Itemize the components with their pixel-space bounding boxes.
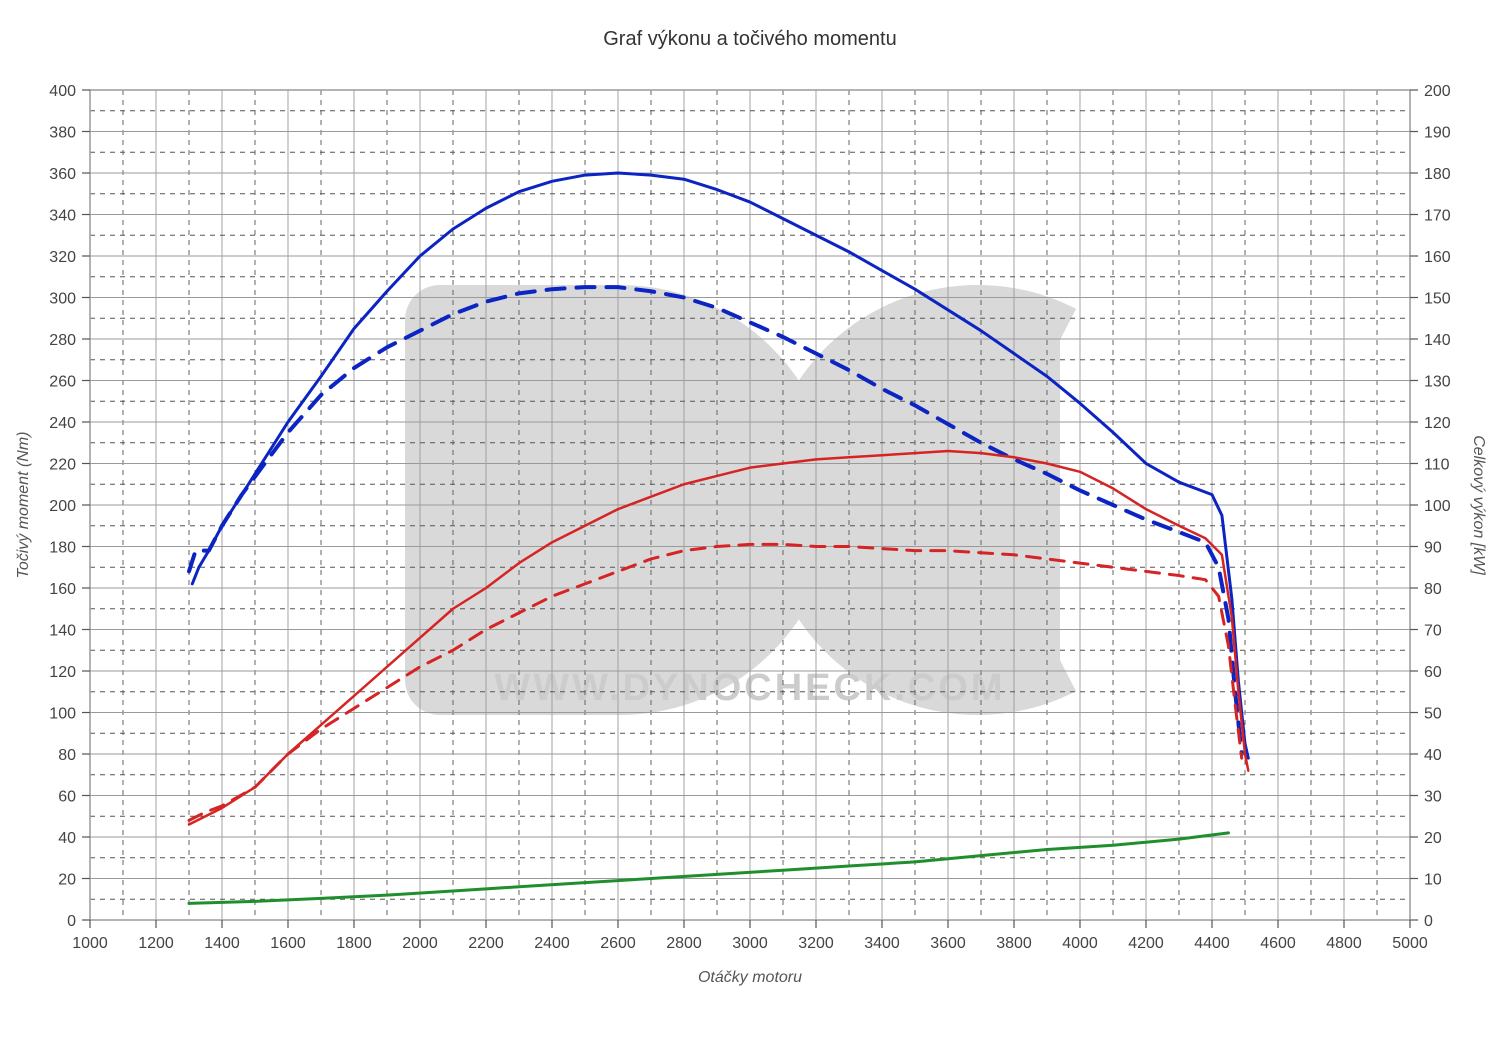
y-left-tick-label: 160 [49, 581, 76, 598]
y-right-tick-label: 170 [1424, 208, 1451, 225]
x-tick-label: 4600 [1260, 935, 1296, 952]
y-left-tick-label: 300 [49, 291, 76, 308]
y-left-tick-label: 0 [67, 913, 76, 930]
dyno-chart: WWW.DYNOCHECK.COM10001200140016001800200… [0, 0, 1500, 1041]
y-right-tick-label: 110 [1424, 457, 1450, 474]
x-tick-label: 2800 [666, 935, 702, 952]
y-left-tick-label: 20 [58, 872, 76, 889]
y-right-tick-label: 50 [1424, 706, 1442, 723]
y-left-tick-label: 240 [49, 415, 76, 432]
y-right-tick-label: 120 [1424, 415, 1451, 432]
y-right-tick-label: 100 [1424, 498, 1451, 515]
y-left-tick-label: 380 [49, 125, 76, 142]
x-tick-label: 1200 [138, 935, 174, 952]
y-right-tick-label: 90 [1424, 540, 1442, 557]
x-tick-label: 3600 [930, 935, 966, 952]
x-tick-label: 2200 [468, 935, 504, 952]
x-tick-label: 4400 [1194, 935, 1230, 952]
y-right-tick-label: 200 [1424, 83, 1451, 100]
x-tick-label: 4000 [1062, 935, 1098, 952]
y-right-tick-label: 130 [1424, 374, 1451, 391]
y-left-tick-label: 220 [49, 457, 76, 474]
x-tick-label: 2600 [600, 935, 636, 952]
x-tick-label: 2000 [402, 935, 438, 952]
y-left-tick-label: 200 [49, 498, 76, 515]
y-left-tick-label: 80 [58, 747, 76, 764]
x-tick-label: 1600 [270, 935, 306, 952]
y-left-tick-label: 400 [49, 83, 76, 100]
y-right-tick-label: 160 [1424, 249, 1451, 266]
y-right-tick-label: 70 [1424, 623, 1442, 640]
y-right-tick-label: 80 [1424, 581, 1442, 598]
y-left-tick-label: 140 [49, 623, 76, 640]
x-tick-label: 5000 [1392, 935, 1428, 952]
x-tick-label: 1800 [336, 935, 372, 952]
y-right-tick-label: 60 [1424, 664, 1442, 681]
y-right-tick-label: 30 [1424, 789, 1442, 806]
y-right-axis-label: Celkový výkon [kW] [1470, 435, 1487, 575]
x-tick-label: 3000 [732, 935, 768, 952]
x-tick-label: 1000 [72, 935, 108, 952]
y-right-tick-label: 40 [1424, 747, 1442, 764]
y-right-tick-label: 190 [1424, 125, 1451, 142]
y-right-tick-label: 140 [1424, 332, 1451, 349]
y-left-tick-label: 180 [49, 540, 76, 557]
y-left-tick-label: 60 [58, 789, 76, 806]
x-tick-label: 3800 [996, 935, 1032, 952]
x-tick-label: 2400 [534, 935, 570, 952]
y-left-tick-label: 280 [49, 332, 76, 349]
x-tick-label: 4200 [1128, 935, 1164, 952]
y-left-tick-label: 40 [58, 830, 76, 847]
y-left-tick-label: 340 [49, 208, 76, 225]
y-right-tick-label: 0 [1424, 913, 1433, 930]
y-right-tick-label: 150 [1424, 291, 1451, 308]
chart-container: WWW.DYNOCHECK.COM10001200140016001800200… [0, 0, 1500, 1041]
x-axis-label: Otáčky motoru [698, 969, 802, 986]
y-left-tick-label: 120 [49, 664, 76, 681]
y-right-tick-label: 20 [1424, 830, 1442, 847]
y-left-tick-label: 320 [49, 249, 76, 266]
y-right-tick-label: 180 [1424, 166, 1451, 183]
y-right-tick-label: 10 [1424, 872, 1442, 889]
x-tick-label: 1400 [204, 935, 240, 952]
y-left-tick-label: 360 [49, 166, 76, 183]
y-left-tick-label: 260 [49, 374, 76, 391]
x-tick-label: 3400 [864, 935, 900, 952]
x-tick-label: 4800 [1326, 935, 1362, 952]
y-left-tick-label: 100 [49, 706, 76, 723]
y-left-axis-label: Točivý moment (Nm) [15, 432, 32, 579]
chart-title: Graf výkonu a točivého momentu [603, 28, 896, 50]
x-tick-label: 3200 [798, 935, 834, 952]
